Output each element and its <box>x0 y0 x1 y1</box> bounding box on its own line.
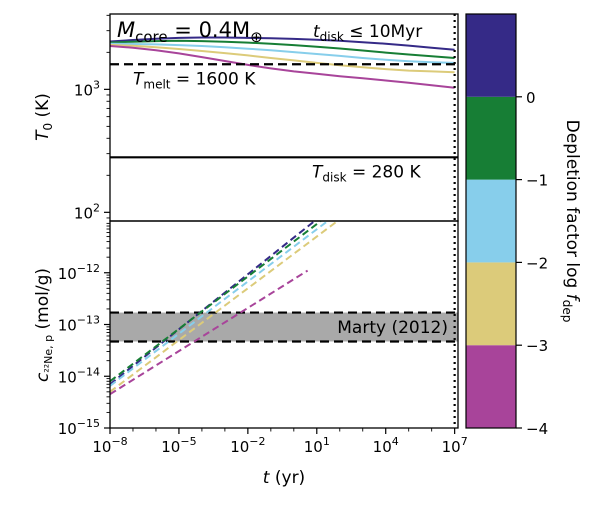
concentration-curve-3 <box>109 220 339 393</box>
colorbar-tick-label: −4 <box>526 420 548 438</box>
marty-band <box>110 312 458 342</box>
temperature-curve-3 <box>109 43 455 74</box>
mcore-label: Mcore = 0.4M⊕ <box>117 18 263 46</box>
colorbar-segment-0 <box>466 345 516 428</box>
colorbar-segment-3 <box>466 96 516 180</box>
colorbar-segment-2 <box>466 179 516 263</box>
tdisk-limit-label: tdisk ≤ 10Myr <box>313 22 422 44</box>
concentration-panel: Marty (2012) 10−15 10−14 10−13 10−12 10−8 10−5… <box>33 14 468 488</box>
colorbar-tick-label: −3 <box>526 337 548 355</box>
x-tick-label: 10−2 <box>230 435 265 456</box>
colorbar-tick-label: −2 <box>526 254 548 272</box>
time-axis-label: t (yr) <box>263 468 305 488</box>
tdisk-label: Tdisk = 280 K <box>312 162 421 184</box>
colorbar-frame <box>465 13 517 429</box>
y-tick-label: 103 <box>74 78 100 99</box>
temperature-panel: Tmelt = 1600 K Tdisk = 280 K Mcore = 0.4M⊕… <box>33 13 459 222</box>
y-tick-label: 10−14 <box>58 365 100 386</box>
y-tick-label: 102 <box>74 201 100 222</box>
y-tick-label: 10−13 <box>58 314 100 335</box>
bottom-frame <box>109 220 459 429</box>
concentration-curve-0 <box>109 220 316 386</box>
temperature-axis-label: T0 (K) <box>33 93 55 141</box>
concentration-curve-1 <box>109 220 322 383</box>
colorbar-tick-label: 0 <box>526 89 536 107</box>
temperature-curve-1 <box>109 39 455 59</box>
colorbar: −4 −3 −2 −1 0 Depletion factor log fdep <box>465 13 582 438</box>
concentration-curve-4 <box>109 269 309 396</box>
colorbar-segment-4 <box>466 14 516 97</box>
temperature-curve-4 <box>109 45 455 89</box>
y-tick-label: 10−15 <box>58 417 100 438</box>
x-tick-label: 10−5 <box>161 435 196 456</box>
temperature-curve-0 <box>109 36 455 51</box>
x-tick-label: 101 <box>304 435 330 456</box>
colorbar-segment-1 <box>466 262 516 346</box>
x-tick-label: 104 <box>373 435 399 456</box>
x-tick-label: 10−8 <box>92 435 127 456</box>
concentration-curve-2 <box>109 220 329 387</box>
colorbar-label: Depletion factor log fdep <box>560 120 582 323</box>
x-tick-label: 107 <box>442 435 468 456</box>
y-tick-label: 10−12 <box>58 262 100 283</box>
temperature-curve-2 <box>109 42 455 64</box>
tmelt-label: Tmelt = 1600 K <box>133 69 256 91</box>
concentration-axis-label: c²²Ne, p (mol/g) <box>33 268 55 382</box>
colorbar-tick-label: −1 <box>526 172 548 190</box>
marty-label: Marty (2012) <box>337 318 448 338</box>
